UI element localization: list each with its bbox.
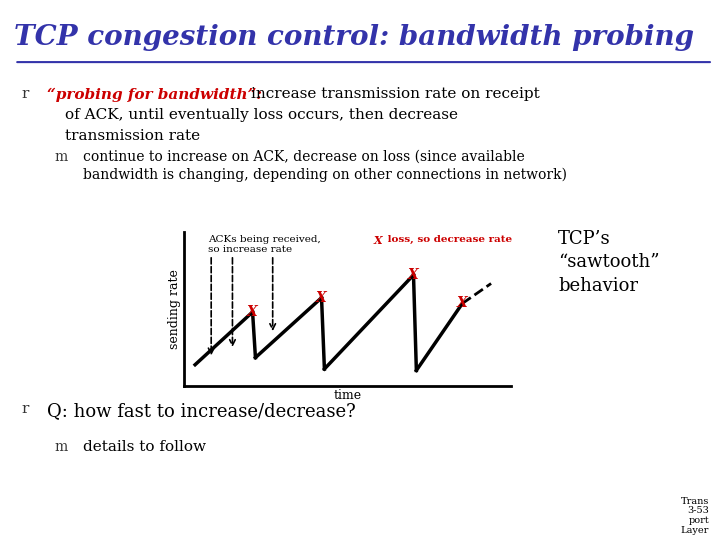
Text: Q: how fast to increase/decrease?: Q: how fast to increase/decrease? [47, 402, 356, 420]
Text: X: X [408, 268, 419, 282]
Text: X: X [373, 235, 382, 246]
Text: X: X [247, 305, 258, 319]
Text: ACKs being received,
so increase rate: ACKs being received, so increase rate [208, 235, 320, 254]
Text: TCP congestion control: bandwidth probing: TCP congestion control: bandwidth probin… [14, 24, 694, 51]
Text: loss, so decrease rate: loss, so decrease rate [384, 235, 512, 244]
Text: r: r [22, 402, 29, 416]
Text: Trans
3-53
port
Layer: Trans 3-53 port Layer [681, 496, 709, 535]
Text: m: m [54, 440, 67, 454]
Text: TCP’s
“sawtooth”
behavior: TCP’s “sawtooth” behavior [558, 230, 660, 295]
X-axis label: time: time [333, 389, 361, 402]
Text: m: m [54, 150, 67, 164]
Text: of ACK, until eventually loss occurs, then decrease: of ACK, until eventually loss occurs, th… [65, 108, 458, 122]
Text: transmission rate: transmission rate [65, 129, 200, 143]
Text: details to follow: details to follow [83, 440, 206, 454]
Text: “probing for bandwidth”:: “probing for bandwidth”: [47, 87, 262, 102]
Text: increase transmission rate on receipt: increase transmission rate on receipt [251, 87, 539, 102]
Text: bandwidth is changing, depending on other connections in network): bandwidth is changing, depending on othe… [83, 167, 567, 182]
Text: r: r [22, 87, 29, 102]
Text: X: X [316, 291, 327, 305]
Text: X: X [457, 296, 468, 310]
Y-axis label: sending rate: sending rate [168, 269, 181, 349]
Text: continue to increase on ACK, decrease on loss (since available: continue to increase on ACK, decrease on… [83, 150, 525, 164]
